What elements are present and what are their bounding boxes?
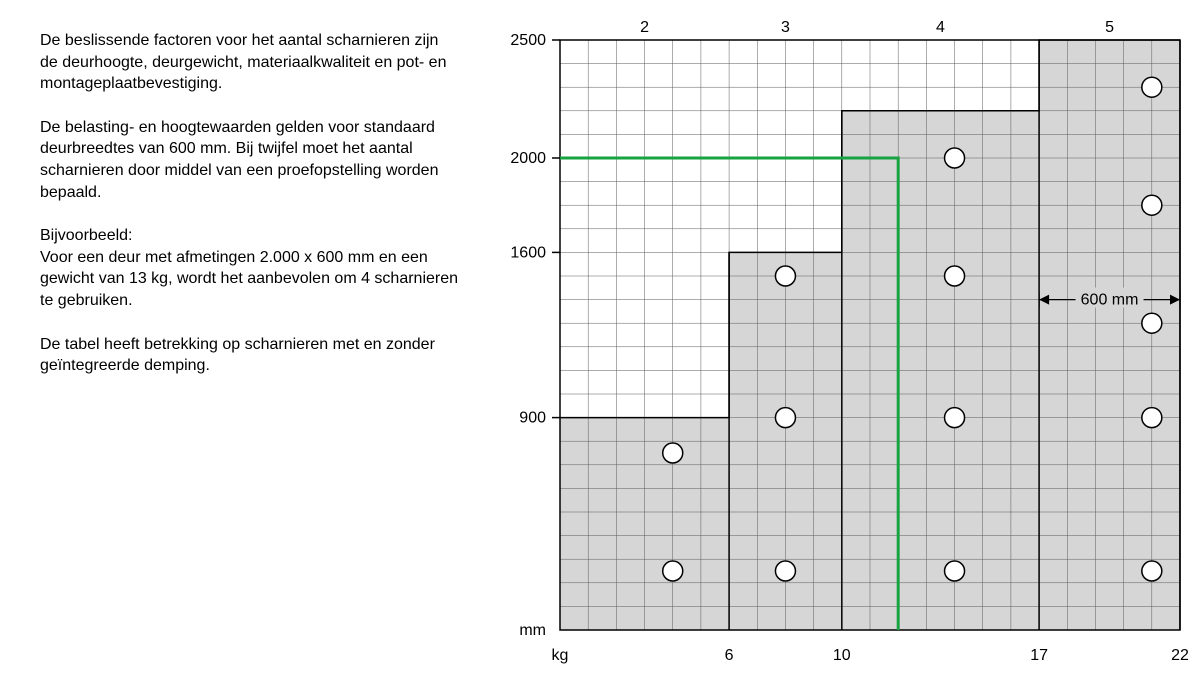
example-body: Voor een deur met afmetingen 2.000 x 600… bbox=[40, 249, 458, 309]
svg-text:kg: kg bbox=[552, 647, 569, 664]
svg-text:2000: 2000 bbox=[510, 150, 546, 167]
svg-text:5: 5 bbox=[1105, 19, 1114, 36]
paragraph-3: Bijvoorbeeld: Voor een deur met afmeting… bbox=[40, 225, 460, 311]
chart-svg: 900 1600 2000 2500 mm 6 10 17 22 kg 2 3 4 5 600 mm bbox=[490, 10, 1190, 690]
svg-text:17: 17 bbox=[1030, 647, 1048, 664]
svg-text:6: 6 bbox=[725, 647, 734, 664]
paragraph-1: De beslissende factoren voor het aantal … bbox=[40, 30, 460, 95]
svg-text:4: 4 bbox=[936, 19, 945, 36]
svg-text:2: 2 bbox=[640, 19, 649, 36]
svg-text:1600: 1600 bbox=[510, 244, 546, 261]
description-column: De beslissende factoren voor het aantal … bbox=[40, 30, 460, 399]
svg-text:3: 3 bbox=[781, 19, 790, 36]
hinge-chart: 900 1600 2000 2500 mm 6 10 17 22 kg 2 3 4 5 600 mm bbox=[490, 10, 1190, 690]
svg-text:10: 10 bbox=[833, 647, 851, 664]
svg-text:600 mm: 600 mm bbox=[1081, 292, 1139, 309]
svg-text:22: 22 bbox=[1171, 647, 1189, 664]
svg-text:mm: mm bbox=[519, 622, 546, 639]
paragraph-2: De belasting- en hoogtewaarden gelden vo… bbox=[40, 117, 460, 203]
svg-text:900: 900 bbox=[519, 410, 546, 427]
svg-text:2500: 2500 bbox=[510, 32, 546, 49]
example-lead: Bijvoorbeeld: bbox=[40, 227, 133, 244]
paragraph-4: De tabel heeft betrekking op scharnieren… bbox=[40, 334, 460, 377]
